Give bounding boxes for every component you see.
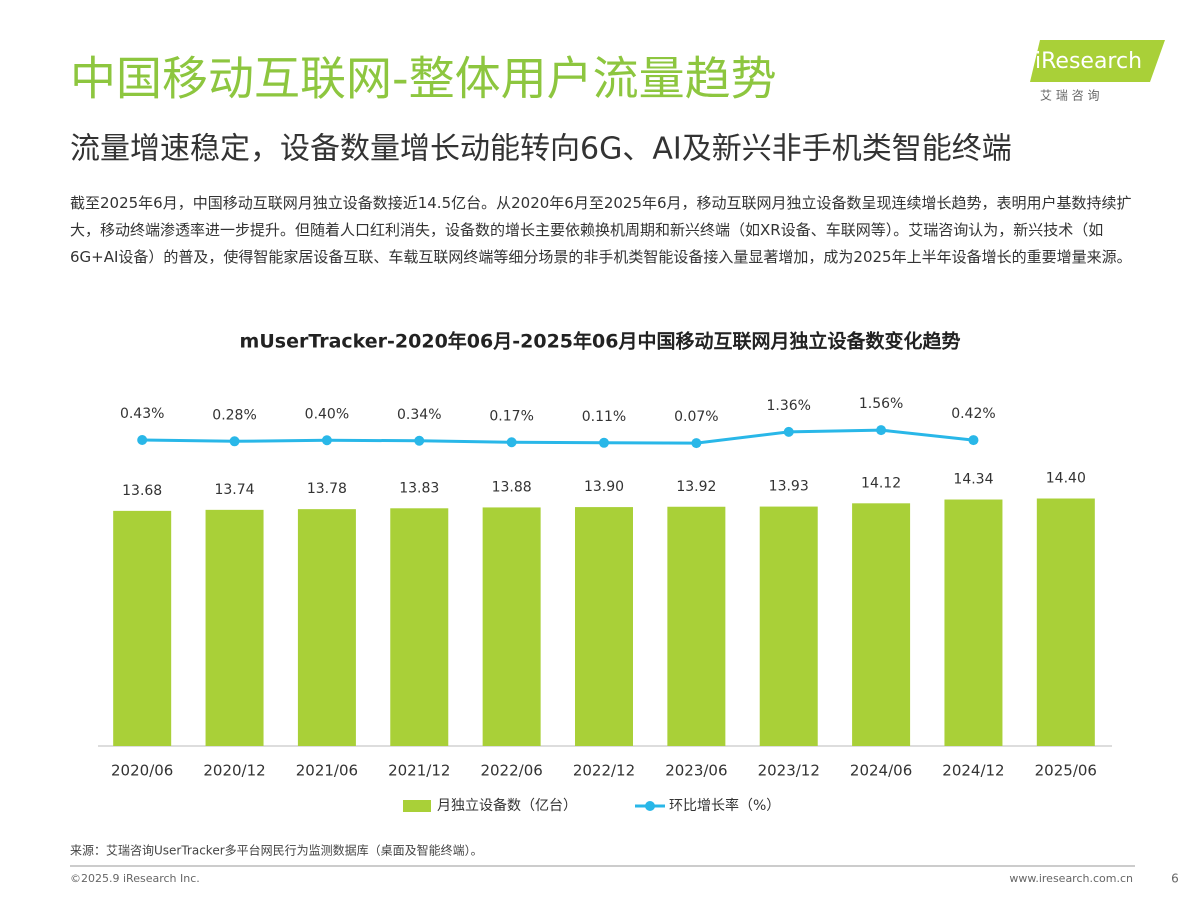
x-tick-label: 2024/12 (942, 762, 1004, 780)
x-tick-label: 2021/12 (388, 762, 450, 780)
legend-label: 月独立设备数（亿台） (437, 797, 577, 814)
bar (575, 507, 633, 746)
x-tick-label: 2022/12 (573, 762, 635, 780)
x-tick-label: 2022/06 (480, 762, 542, 780)
x-tick-label: 2020/12 (203, 762, 265, 780)
logo-sub: 艾 瑞 咨 询 (1040, 88, 1099, 103)
title: 中国移动互联网-整体用户流量趋势 (70, 52, 777, 106)
body-text: 截至2025年6月，中国移动互联网月独立设备数接近14.5亿台。从2020年6月… (70, 194, 1132, 266)
logo: iResearch (1035, 49, 1142, 74)
line (142, 428, 974, 445)
line-point (414, 435, 425, 446)
url: www.iresearch.com.cn (1009, 872, 1133, 885)
source: 来源：艾瑞咨询UserTracker多平台网民行为监测数据库（桌面及智能终端）。 (70, 843, 483, 858)
bar (205, 509, 264, 746)
line-point (783, 426, 794, 437)
value-label: 0.28% (212, 407, 256, 423)
value-label: 13.68 (122, 483, 162, 499)
x-tick-label: 2023/12 (758, 762, 820, 780)
legend-label: 环比增长率（%） (669, 797, 780, 814)
value-label: 0.42% (951, 406, 995, 422)
bar (667, 506, 726, 746)
value-label: 0.40% (305, 406, 349, 422)
line-point (229, 436, 240, 447)
value-label: 14.34 (953, 472, 993, 488)
bar (852, 503, 911, 746)
line-point (321, 435, 332, 446)
bar (1036, 498, 1095, 746)
x-tick-label: 2021/06 (296, 762, 358, 780)
bar (113, 510, 172, 746)
line-point (876, 425, 887, 436)
legend-swatch (403, 800, 431, 812)
bar (297, 509, 356, 746)
line-point (137, 434, 148, 445)
bar (482, 507, 541, 746)
value-label: 13.90 (584, 479, 624, 495)
value-label: 13.74 (214, 482, 254, 498)
legend-swatch (645, 801, 655, 811)
logo-badge (1030, 40, 1165, 82)
value-label: 1.56% (859, 396, 903, 412)
x-tick-label: 2023/06 (665, 762, 727, 780)
line-point (506, 437, 517, 448)
x-tick-label: 2020/06 (111, 762, 173, 780)
line-point (691, 438, 702, 449)
value-label: 0.17% (489, 408, 533, 424)
value-label: 14.12 (861, 475, 901, 491)
value-label: 13.78 (307, 481, 347, 497)
value-label: 14.40 (1046, 471, 1086, 487)
line-point (599, 437, 609, 448)
value-label: 1.36% (766, 398, 810, 414)
copyright: ©2025.9 iResearch Inc. (70, 872, 200, 885)
value-label: 13.88 (492, 479, 532, 495)
page-number: 6 (1171, 872, 1179, 886)
bar (390, 508, 449, 746)
value-label: 13.92 (676, 479, 716, 495)
value-label: 0.34% (397, 407, 441, 423)
bar (759, 506, 818, 746)
value-label: 0.07% (674, 409, 718, 425)
value-label: 0.43% (120, 406, 164, 422)
line-point (968, 435, 979, 446)
value-label: 13.83 (399, 480, 439, 496)
chart-title: mUserTracker-2020年06月-2025年06月中国移动互联网月独立… (240, 330, 961, 353)
subtitle: 流量增速稳定，设备数量增长动能转向6G、AI及新兴非手机类智能终端 (70, 132, 1012, 167)
value-label: 13.93 (769, 479, 809, 495)
bar (944, 499, 1003, 746)
x-tick-label: 2024/06 (850, 762, 912, 780)
x-tick-label: 2025/06 (1035, 762, 1097, 780)
value-label: 0.11% (582, 409, 626, 425)
